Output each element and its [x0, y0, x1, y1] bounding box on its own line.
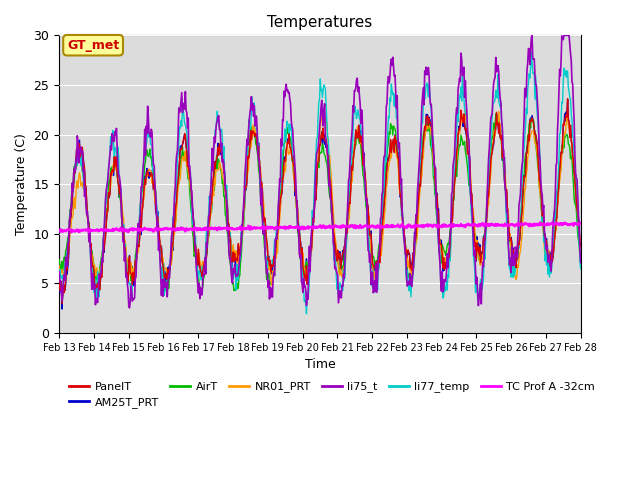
- X-axis label: Time: Time: [305, 358, 335, 371]
- Text: GT_met: GT_met: [67, 39, 119, 52]
- Y-axis label: Temperature (C): Temperature (C): [15, 133, 28, 235]
- Title: Temperatures: Temperatures: [268, 15, 372, 30]
- Legend: PanelT, AM25T_PRT, AirT, NR01_PRT, li75_t, li77_temp, TC Prof A -32cm: PanelT, AM25T_PRT, AirT, NR01_PRT, li75_…: [65, 377, 600, 412]
